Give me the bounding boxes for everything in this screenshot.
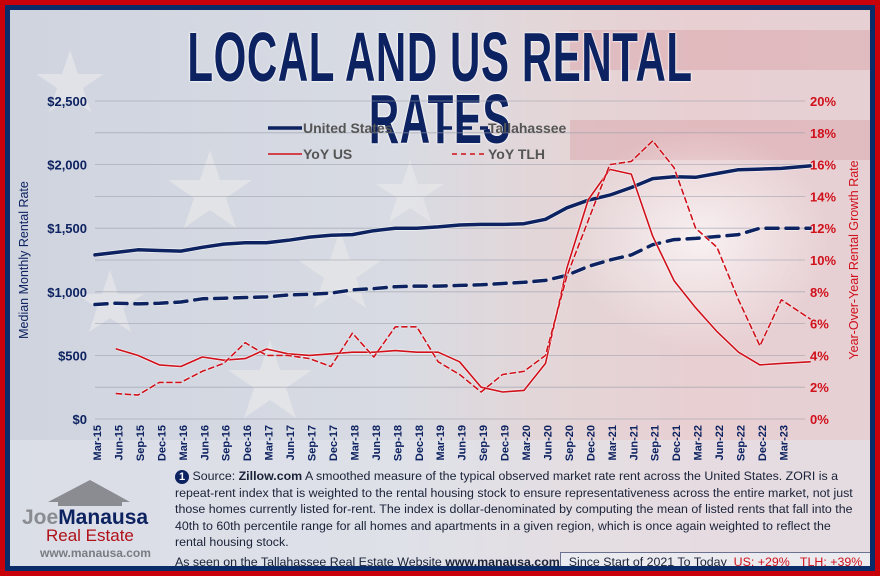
y2-tick-label: 10%: [810, 253, 836, 268]
seen-on-text: As seen on the Tallahassee Real Estate W…: [175, 555, 442, 569]
x-tick-label: Dec-20: [585, 425, 597, 461]
y2-tick-label: 18%: [810, 126, 836, 141]
series-halo-1: [94, 225, 810, 307]
series-halo-0: [94, 163, 811, 258]
y2-tick-label: 0%: [810, 412, 829, 427]
y2-tick-label: 16%: [810, 158, 836, 173]
legend-yoy-us: YoY US: [303, 146, 352, 162]
summary-label: Since Start of 2021 To Today: [568, 554, 727, 569]
x-tick-label: Dec-21: [671, 425, 683, 461]
y-tick-label: $1,500: [47, 221, 87, 236]
legend-yoy-tlh: YoY TLH: [488, 146, 545, 162]
x-tick-label: Jun-20: [542, 425, 554, 460]
x-tick-label: Mar-22: [693, 425, 705, 460]
y2-axis-label: Year-Over-Year Rental Growth Rate: [847, 160, 861, 359]
company-logo: JoeManausa Real Estate www.manausa.com: [18, 476, 168, 564]
source-footnote: 1 Source: Zillow.com A smoothed measure …: [175, 468, 865, 551]
y2-tick-label: 6%: [810, 317, 829, 332]
x-tick-label: Mar-18: [349, 425, 361, 460]
x-tick-label: Jun-19: [457, 425, 469, 460]
summary-box: Since Start of 2021 To Today US: +29% TL…: [559, 551, 870, 569]
x-tick-label: Sep-15: [135, 425, 147, 461]
x-tick-label: Jun-21: [628, 425, 640, 460]
footnote-text: A smoothed measure of the typical observ…: [175, 469, 853, 549]
x-tick-label: Dec-17: [328, 425, 340, 461]
x-tick-label: Dec-16: [242, 425, 254, 461]
footnote-number: 1: [175, 470, 189, 484]
x-tick-label: Sep-18: [392, 425, 404, 461]
source-label: Source:: [192, 469, 236, 483]
x-tick-label: Mar-19: [435, 425, 447, 460]
legend-us: United States: [303, 120, 393, 136]
y2-tick-label: 12%: [810, 221, 836, 236]
y2-tick-label: 20%: [810, 94, 836, 109]
logo-url: www.manausa.com: [39, 546, 151, 560]
x-tick-label: Jun-16: [199, 425, 211, 460]
y-tick-label: $1,000: [47, 285, 87, 300]
x-tick-label: Mar-21: [607, 425, 619, 460]
x-tick-label: Dec-15: [156, 425, 168, 461]
series-line-tallahassee: [93, 226, 812, 307]
x-tick-label: Sep-20: [564, 425, 576, 461]
y-tick-label: $2,500: [47, 94, 87, 109]
star-shapes: [36, 50, 444, 418]
x-tick-label: Mar-16: [178, 425, 190, 460]
x-tick-label: Dec-18: [414, 425, 426, 461]
x-tick-label: Sep-17: [307, 425, 319, 461]
logo-name: JoeManausa: [22, 506, 148, 529]
x-tick-label: Jun-22: [714, 425, 726, 460]
logo-first-name: Joe: [22, 506, 58, 529]
series-line-yoy-us: [115, 168, 811, 393]
y2-tick-label: 8%: [810, 285, 829, 300]
x-tick-label: Jun-17: [285, 425, 297, 460]
x-tick-label: Dec-19: [500, 425, 512, 461]
x-tick-label: Jun-18: [371, 425, 383, 460]
x-tick-label: Mar-15: [92, 425, 104, 460]
footer: 1 Source: Zillow.com A smoothed measure …: [175, 468, 870, 569]
x-tick-label: Dec-22: [757, 425, 769, 461]
series-halo-3: [116, 139, 811, 397]
series-line-united-states: [93, 164, 812, 257]
y2-tick-label: 2%: [810, 380, 829, 395]
infographic-frame: LOCAL AND US RENTAL RATES $0 $500 $1,000 $1…: [5, 5, 875, 571]
x-tick-label: Mar-23: [778, 425, 790, 460]
x-tick-label: Mar-20: [521, 425, 533, 460]
website-link[interactable]: www.manausa.com: [445, 555, 560, 569]
series-line-yoy-tlh: [115, 140, 811, 396]
source-site: Zillow.com: [238, 469, 303, 483]
house-icon: [48, 480, 130, 506]
footer-row: As seen on the Tallahassee Real Estate W…: [175, 551, 870, 569]
x-tick-label: Sep-22: [736, 425, 748, 461]
y2-tick-label: 14%: [810, 189, 836, 204]
chart: $0 $500 $1,000 $1,500 $2,000 $2,500 0% 2% 4% 6% 8%…: [17, 94, 861, 461]
x-tick-label: Sep-21: [650, 425, 662, 461]
y2-tick-label: 4%: [810, 348, 829, 363]
x-tick-label: Sep-19: [478, 425, 490, 461]
logo-last-name: Manausa: [58, 506, 148, 529]
x-tick-label: Mar-17: [264, 425, 276, 460]
legend-tlh: Tallahassee: [488, 120, 567, 136]
summary-us: US: +29%: [733, 554, 790, 569]
y-tick-label: $0: [73, 412, 87, 427]
x-tick-label: Sep-16: [221, 425, 233, 461]
series-halo-2: [116, 167, 811, 394]
logo-subtitle: Real Estate: [46, 526, 134, 545]
x-tick-label: Jun-15: [113, 425, 125, 460]
y-tick-label: $2,000: [47, 158, 87, 173]
y-tick-label: $500: [58, 348, 87, 363]
y-axis-label: Median Monthly Rental Rate: [17, 181, 31, 339]
page-title: LOCAL AND US RENTAL RATES: [187, 18, 693, 158]
summary-tlh: TLH: +39%: [799, 554, 863, 569]
seen-on-line: As seen on the Tallahassee Real Estate W…: [175, 555, 560, 569]
